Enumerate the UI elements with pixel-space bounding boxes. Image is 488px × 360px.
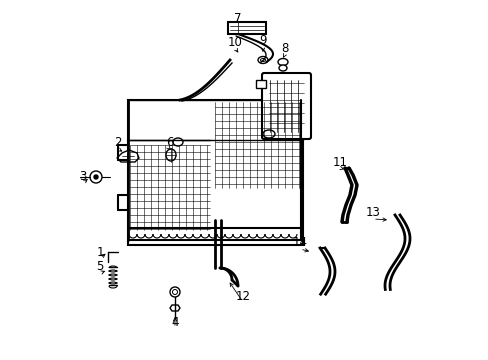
- Text: 2: 2: [114, 136, 122, 149]
- Polygon shape: [170, 305, 180, 311]
- Ellipse shape: [260, 58, 265, 62]
- Bar: [227, 22, 265, 34]
- Ellipse shape: [170, 287, 180, 297]
- Ellipse shape: [258, 57, 267, 63]
- Text: 10: 10: [227, 36, 242, 49]
- Text: 14: 14: [292, 237, 307, 249]
- Circle shape: [94, 175, 98, 179]
- Text: 3: 3: [79, 171, 86, 184]
- Ellipse shape: [278, 58, 287, 66]
- Text: 12: 12: [235, 289, 250, 302]
- Bar: [128, 100, 303, 245]
- Text: 1: 1: [96, 246, 103, 258]
- Text: 4: 4: [171, 315, 179, 328]
- Ellipse shape: [279, 65, 286, 71]
- Text: 13: 13: [365, 207, 380, 220]
- Bar: [128, 100, 303, 140]
- Text: 9: 9: [259, 33, 266, 46]
- Text: 8: 8: [281, 41, 288, 54]
- Ellipse shape: [263, 130, 274, 138]
- Bar: [256, 80, 265, 88]
- Ellipse shape: [173, 138, 183, 146]
- Text: 6: 6: [166, 136, 173, 149]
- Text: 5: 5: [96, 261, 103, 274]
- Polygon shape: [117, 150, 139, 162]
- FancyBboxPatch shape: [262, 73, 310, 139]
- Text: 7: 7: [234, 12, 241, 24]
- Circle shape: [90, 171, 102, 183]
- Ellipse shape: [172, 289, 177, 294]
- Ellipse shape: [165, 149, 176, 161]
- Text: 11: 11: [332, 156, 347, 168]
